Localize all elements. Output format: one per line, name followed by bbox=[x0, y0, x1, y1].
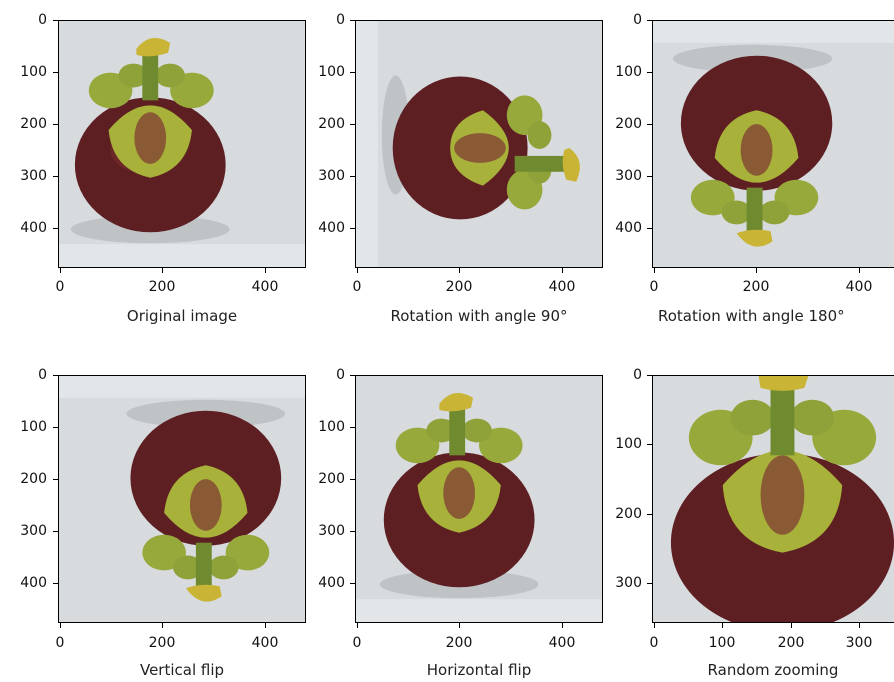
y-tick-label: 200 bbox=[318, 116, 345, 132]
x-tick-label: 300 bbox=[845, 635, 873, 651]
y-tick-label: 0 bbox=[336, 367, 345, 383]
y-tick-label: 400 bbox=[318, 220, 345, 236]
y-tick-label: 100 bbox=[318, 64, 345, 80]
panel-caption: Rotation with angle 180° bbox=[658, 307, 845, 325]
image-frame bbox=[355, 375, 603, 623]
y-tick-label: 0 bbox=[633, 367, 642, 383]
x-tick-label: 0 bbox=[649, 635, 659, 651]
x-tick-label: 200 bbox=[742, 279, 770, 295]
y-tick-label: 0 bbox=[633, 12, 642, 28]
y-tick-label: 300 bbox=[615, 168, 642, 184]
y-tick-label: 0 bbox=[336, 12, 345, 28]
x-tick-label: 400 bbox=[251, 635, 279, 651]
mangosteen-rotated-180-image bbox=[653, 21, 894, 267]
x-tick-label: 0 bbox=[352, 279, 362, 295]
y-tick-label: 400 bbox=[318, 575, 345, 591]
image-frame bbox=[355, 20, 603, 268]
x-tick-label: 0 bbox=[649, 279, 659, 295]
panel-caption: Vertical flip bbox=[139, 661, 225, 679]
x-tick-label: 400 bbox=[845, 279, 873, 295]
y-tick-label: 400 bbox=[20, 575, 47, 591]
image-frame bbox=[58, 375, 306, 623]
x-tick-label: 400 bbox=[548, 279, 576, 295]
panel-caption: Rotation with angle 90° bbox=[390, 307, 568, 325]
x-tick-label: 200 bbox=[148, 279, 176, 295]
image-frame bbox=[652, 20, 894, 268]
mangosteen-rotated-90-image bbox=[356, 21, 602, 267]
y-tick-label: 200 bbox=[615, 506, 642, 522]
x-tick-label: 100 bbox=[708, 635, 736, 651]
image-frame bbox=[652, 375, 894, 623]
y-tick-label: 0 bbox=[38, 12, 47, 28]
x-tick-label: 200 bbox=[445, 635, 473, 651]
y-tick-label: 300 bbox=[318, 523, 345, 539]
x-tick-label: 0 bbox=[55, 279, 65, 295]
x-tick-label: 0 bbox=[352, 635, 362, 651]
mangosteen-zoomed-image bbox=[653, 376, 894, 622]
x-tick-label: 0 bbox=[55, 635, 65, 651]
x-tick-label: 200 bbox=[777, 635, 805, 651]
y-tick-label: 300 bbox=[318, 168, 345, 184]
x-tick-label: 200 bbox=[445, 279, 473, 295]
y-tick-label: 100 bbox=[615, 64, 642, 80]
y-tick-label: 100 bbox=[615, 436, 642, 452]
mangosteen-original-image bbox=[59, 21, 305, 267]
image-frame bbox=[58, 20, 306, 268]
y-tick-label: 300 bbox=[20, 168, 47, 184]
y-tick-label: 200 bbox=[20, 116, 47, 132]
y-tick-label: 200 bbox=[318, 471, 345, 487]
y-tick-label: 300 bbox=[20, 523, 47, 539]
y-tick-label: 100 bbox=[20, 64, 47, 80]
y-tick-label: 200 bbox=[615, 116, 642, 132]
mangosteen-horizontal-flip-image bbox=[356, 376, 602, 622]
panel-caption: Original image bbox=[126, 307, 238, 325]
x-tick-label: 400 bbox=[251, 279, 279, 295]
mangosteen-vertical-flip-image bbox=[59, 376, 305, 622]
panel-caption: Horizontal flip bbox=[426, 661, 532, 679]
y-tick-label: 400 bbox=[615, 220, 642, 236]
panel-caption: Random zooming bbox=[707, 661, 839, 679]
y-tick-label: 0 bbox=[38, 367, 47, 383]
x-tick-label: 200 bbox=[148, 635, 176, 651]
y-tick-label: 100 bbox=[20, 419, 47, 435]
y-tick-label: 100 bbox=[318, 419, 345, 435]
y-tick-label: 300 bbox=[615, 575, 642, 591]
x-tick-label: 400 bbox=[548, 635, 576, 651]
y-tick-label: 200 bbox=[20, 471, 47, 487]
y-tick-label: 400 bbox=[20, 220, 47, 236]
